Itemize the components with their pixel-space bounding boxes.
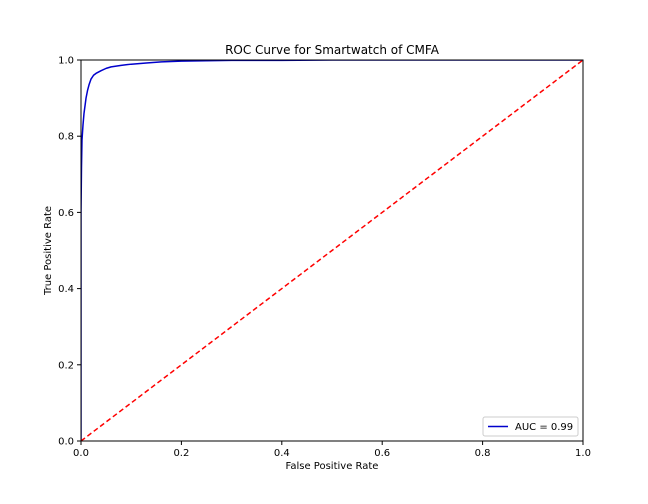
x-tick-label: 0.0 (73, 448, 89, 459)
legend-box (482, 416, 579, 437)
roc-series-line (81, 60, 583, 441)
x-tick-label: 0.8 (475, 448, 491, 459)
x-axis-label: False Positive Rate (286, 461, 379, 472)
chance-diagonal-line (81, 60, 583, 441)
y-axis-label: True Positive Rate (43, 206, 54, 296)
series-layer (81, 60, 583, 441)
x-tick-label: 1.0 (575, 448, 591, 459)
x-tick-label: 0.2 (173, 448, 189, 459)
x-tick-label: 0.4 (274, 448, 290, 459)
y-tick-label: 0.8 (58, 132, 74, 143)
y-tick-label: 0.2 (58, 360, 74, 371)
x-axis-ticks: 0.0 0.2 0.4 0.6 0.8 1.0 (73, 441, 591, 459)
y-tick-label: 0.0 (58, 437, 74, 448)
x-tick-label: 0.6 (374, 448, 390, 459)
y-axis-ticks: 0.0 0.2 0.4 0.6 0.8 1.0 (58, 56, 81, 448)
y-tick-label: 0.6 (58, 208, 74, 219)
legend-entry-label: AUC = 0.99 (515, 422, 573, 433)
plot-area (81, 60, 583, 441)
y-tick-label: 1.0 (58, 56, 74, 67)
plot-frame (80, 59, 584, 442)
y-tick-label: 0.4 (58, 284, 74, 295)
chart-title: ROC Curve for Smartwatch of CMFA (225, 43, 440, 57)
legend: AUC = 0.99 (482, 416, 579, 437)
